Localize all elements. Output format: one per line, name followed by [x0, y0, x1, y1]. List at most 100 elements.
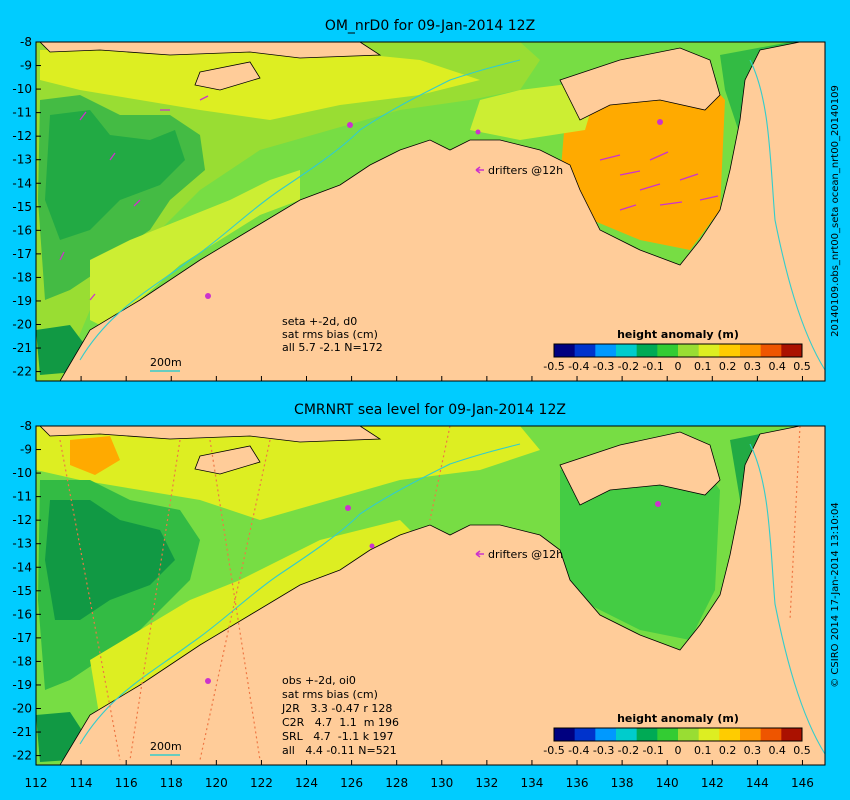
- stats-line: seta +-2d, d0: [282, 315, 357, 328]
- lat-tick-label: -22: [12, 365, 32, 379]
- plot-frame: [35, 425, 826, 766]
- lon-tick-label: 132: [475, 776, 498, 790]
- colorbar-tick-label: -0.1: [642, 360, 663, 373]
- lon-tick-label: 126: [340, 776, 363, 790]
- colorbar-swatch: [760, 728, 782, 741]
- colorbar-swatch: [760, 344, 782, 357]
- contour-line: [79, 443, 521, 745]
- lon-tick-label: 116: [115, 776, 138, 790]
- lat-tick-label: -10: [12, 466, 32, 480]
- drifter-legend-arrow: [475, 550, 484, 558]
- contour-legend: 200m: [150, 740, 182, 756]
- drifter-point: [345, 505, 351, 511]
- plot-frame: [35, 41, 826, 382]
- lat-tick-label: -11: [12, 106, 32, 120]
- contour-label: 200m: [150, 356, 182, 369]
- colorbar-frame: [553, 727, 803, 742]
- colorbar-swatch: [636, 344, 658, 357]
- colorbar-tick-label: -0.1: [642, 744, 663, 757]
- drifter-legend-arrow: [475, 166, 484, 174]
- colorbar-swatch: [554, 728, 576, 741]
- contour-label: 200m: [150, 740, 182, 753]
- lat-tick-label: -15: [12, 584, 32, 598]
- colorbar-swatch: [719, 728, 741, 741]
- colorbar-tick-label: 0.4: [768, 360, 786, 373]
- lon-tick-label: 140: [656, 776, 679, 790]
- lat-tick-label: -20: [12, 702, 32, 716]
- colorbar-tick-label: -0.4: [568, 744, 589, 757]
- lat-tick-label: -12: [12, 513, 32, 527]
- colorbar-swatch: [740, 344, 762, 357]
- lat-tick-label: -13: [12, 537, 32, 551]
- land-gulf-peninsula: [559, 47, 721, 121]
- drifter-points: [205, 119, 663, 299]
- colorbar-swatch: [616, 728, 638, 741]
- colorbar-swatch: [781, 344, 803, 357]
- lon-tick-label: 124: [295, 776, 318, 790]
- land-islands-north: [39, 42, 382, 59]
- stats-line: C2R 4.7 1.1 m 196: [282, 716, 399, 729]
- drifter-vector: [59, 95, 209, 301]
- lon-tick-label: 118: [160, 776, 183, 790]
- colorbar-title: height anomaly (m): [617, 328, 739, 341]
- lon-tick-label: 142: [701, 776, 724, 790]
- colorbar-swatch: [698, 728, 720, 741]
- colorbar-tick-label: 0: [675, 360, 682, 373]
- map-title: CMRNRT sea level for 09-Jan-2014 12Z: [294, 402, 566, 418]
- drifter-point: [475, 129, 481, 135]
- lon-tick-label: 120: [205, 776, 228, 790]
- lat-tick-label: -19: [12, 294, 32, 308]
- anomaly-region-yellow-north: [40, 48, 480, 120]
- lon-tick-label: 112: [25, 776, 48, 790]
- stats-line: sat rms bias (cm): [282, 688, 378, 701]
- colorbar-tick-label: -0.2: [618, 360, 639, 373]
- stats-block: seta +-2d, d0 sat rms bias (cm) all 5.7 …: [282, 315, 383, 354]
- lat-tick-label: -14: [12, 176, 32, 190]
- colorbar-swatch: [616, 344, 638, 357]
- stats-line: sat rms bias (cm): [282, 328, 378, 341]
- lat-tick-label: -9: [20, 59, 32, 73]
- lat-tick-label: -17: [12, 631, 32, 645]
- drifters-legend: drifters @12h: [475, 548, 563, 561]
- lon-tick-label: 144: [746, 776, 769, 790]
- lon-tick-label: 122: [250, 776, 273, 790]
- lon-tick-label: 138: [611, 776, 634, 790]
- lat-tick-label: -12: [12, 129, 32, 143]
- land-timor-sumba: [194, 445, 261, 475]
- lat-tick-label: -21: [12, 725, 32, 739]
- anomaly-region-dark-west: [45, 110, 185, 240]
- contour-line: [749, 443, 825, 755]
- altimeter-track: [59, 426, 801, 761]
- lon-tick-label: 128: [385, 776, 408, 790]
- colorbar-swatch: [678, 728, 700, 741]
- colorbar-tick-label: 0: [675, 744, 682, 757]
- anomaly-region-orange-nw: [70, 436, 120, 475]
- colorbar-tick-label: 0.3: [744, 744, 762, 757]
- lat-tick-label: -8: [20, 419, 32, 433]
- colorbar-title: height anomaly (m): [617, 712, 739, 725]
- land-masses: [39, 42, 825, 381]
- colorbar-tick-label: 0.1: [694, 360, 712, 373]
- drifter-vectors: [59, 95, 719, 301]
- colorbar-swatch: [554, 344, 576, 357]
- colorbar-swatch: [657, 728, 679, 741]
- drifter-point: [655, 501, 661, 507]
- drifter-point: [657, 119, 663, 125]
- colorbar-tick-label: 0.2: [719, 744, 737, 757]
- contour-200m: [79, 443, 825, 755]
- colorbar-tick-label: 0.5: [793, 744, 811, 757]
- lon-tick-label: 134: [520, 776, 543, 790]
- colorbar-frame: [553, 343, 803, 358]
- stats-line: obs +-2d, oi0: [282, 674, 356, 687]
- drifter-point: [347, 122, 353, 128]
- drifters-label: drifters @12h: [488, 548, 563, 561]
- side-label: © CSIRO 2014 17-Jan-2014 13:10:04: [830, 502, 841, 688]
- lat-tick-label: -11: [12, 490, 32, 504]
- colorbar-tick-label: -0.3: [593, 360, 614, 373]
- colorbar-tick-label: 0.4: [768, 744, 786, 757]
- lat-tick-label: -21: [12, 341, 32, 355]
- lat-tick-label: -19: [12, 678, 32, 692]
- map-panel-bottom: CMRNRT sea level for 09-Jan-2014 12Z: [12, 402, 841, 790]
- contour-line: [79, 59, 521, 361]
- colorbar-tick-label: -0.4: [568, 360, 589, 373]
